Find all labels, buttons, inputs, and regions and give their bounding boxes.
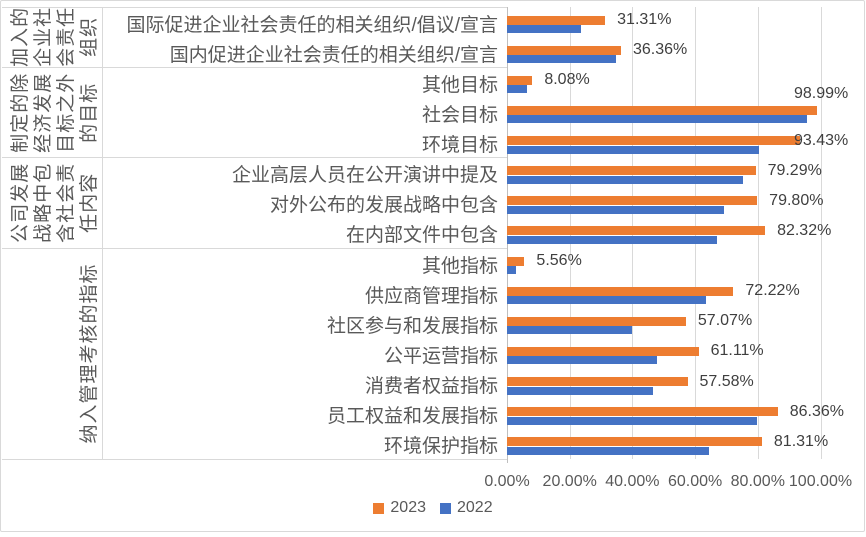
group-separator-line	[2, 157, 507, 159]
group-label-2: 公司发展 战略中包 含社会责 任内容	[9, 158, 101, 248]
group-label-0: 加入的 企业社 会责任 组织	[9, 7, 101, 67]
category-label: 员工权益和发展指标	[326, 406, 498, 428]
data-label: 57.58%	[699, 372, 754, 390]
bar-2023[interactable]	[507, 377, 688, 387]
category-label: 供应商管理指标	[364, 285, 498, 307]
bar-2022[interactable]	[507, 446, 709, 455]
group-label-line: 制定的除	[10, 72, 31, 153]
category-label: 国内促进企业社会责任的相关组织/宣言	[169, 44, 498, 66]
category-label: 其他指标	[421, 255, 498, 277]
group-label-line: 含社会责	[56, 162, 77, 243]
category-label: 对外公布的发展战略中包含	[269, 195, 498, 217]
bar-2023[interactable]	[507, 196, 758, 206]
legend-label: 2023	[390, 499, 426, 516]
legend-swatch-icon	[373, 502, 385, 514]
bar-2023[interactable]	[507, 226, 766, 236]
data-label: 31.31%	[617, 11, 672, 28]
x-axis-tick-label: 60.00%	[667, 473, 723, 490]
category-label: 环境目标	[421, 135, 498, 157]
bar-2022[interactable]	[507, 235, 718, 244]
category-label: 社会目标	[421, 104, 498, 126]
category-label: 其他目标	[421, 74, 498, 96]
group-label-3: 纳入管理考核的指标	[78, 248, 101, 459]
bar-2022[interactable]	[507, 356, 657, 365]
legend-swatch-icon	[440, 502, 451, 514]
legend-label: 2022	[457, 499, 493, 516]
data-label: 86.36%	[789, 402, 844, 420]
category-label: 社区参与和发展指标	[326, 315, 498, 337]
group-label-line: 会责任	[56, 7, 77, 68]
x-axis-tick-label: 20.00%	[542, 473, 597, 490]
x-axis-tick-label: 40.00%	[605, 473, 660, 490]
bar-2022[interactable]	[507, 55, 617, 64]
group-label-line: 加入的	[10, 7, 31, 68]
bar-2022[interactable]	[507, 175, 744, 184]
bar-2023[interactable]	[507, 437, 762, 447]
bar-2022[interactable]	[507, 296, 706, 305]
group-label-line: 目标之外	[56, 72, 77, 153]
category-label: 国际促进企业社会责任的相关组织/倡议/宣言	[126, 14, 498, 36]
group-separator-line	[2, 6, 507, 8]
category-label: 在内部文件中包含	[345, 225, 498, 247]
bar-2022[interactable]	[507, 386, 653, 395]
data-label: 5.56%	[536, 252, 582, 270]
group-label-line: 的目标	[79, 82, 100, 143]
category-label: 消费者权益指标	[364, 376, 498, 398]
x-axis-tick-label: 80.00%	[730, 473, 785, 490]
bar-2023[interactable]	[507, 45, 621, 55]
group-label-line: 战略中包	[33, 162, 54, 243]
data-label: 72.22%	[745, 282, 800, 300]
data-label: 98.99%	[794, 85, 849, 103]
x-axis-tick-label: 100.00%	[788, 473, 853, 490]
x-axis-tick-label: 0.00%	[484, 473, 530, 490]
bar-2023[interactable]	[507, 15, 606, 25]
bar-2023[interactable]	[507, 316, 686, 326]
group-label-line: 纳入管理考核的指标	[79, 263, 100, 444]
group-separator-line	[2, 66, 507, 68]
data-label: 36.36%	[632, 41, 688, 59]
bar-2022[interactable]	[507, 85, 528, 94]
bar-2023[interactable]	[507, 105, 818, 115]
data-label: 61.11%	[710, 342, 764, 360]
data-label: 82.32%	[777, 221, 832, 239]
category-label: 环境保护指标	[383, 436, 498, 458]
group-label-line: 组织	[79, 17, 100, 58]
tier-separator-line	[102, 7, 103, 459]
group-label-line: 企业社	[33, 7, 54, 68]
legend: 2023 2022	[0, 499, 866, 517]
bar-2023[interactable]	[507, 75, 533, 85]
bar-2023[interactable]	[507, 166, 756, 176]
bar-2022[interactable]	[507, 115, 807, 124]
group-label-1: 制定的除 经济发展 目标之外 的目标	[9, 67, 101, 157]
bar-2023[interactable]	[507, 286, 734, 296]
data-label: 93.43%	[794, 131, 849, 149]
bar-2023[interactable]	[507, 136, 800, 146]
group-label-line: 经济发展	[33, 72, 54, 153]
legend-item-2023[interactable]: 2023	[373, 499, 426, 517]
group-separator-line	[2, 458, 507, 460]
gridline	[820, 7, 822, 459]
data-label: 81.31%	[773, 432, 829, 450]
data-label: 8.08%	[544, 71, 590, 89]
bar-2022[interactable]	[507, 25, 581, 33]
bar-2023[interactable]	[507, 346, 699, 356]
bar-2022[interactable]	[507, 145, 760, 154]
bar-2022[interactable]	[507, 205, 724, 214]
group-label-line: 任内容	[79, 172, 100, 233]
bar-2023[interactable]	[507, 256, 525, 266]
bar-2022[interactable]	[507, 416, 758, 425]
data-label: 79.80%	[769, 191, 824, 209]
legend-item-2022[interactable]: 2022	[440, 499, 493, 517]
group-label-line: 公司发展	[10, 162, 31, 243]
bar-2023[interactable]	[507, 407, 778, 417]
category-label: 公平运营指标	[383, 346, 498, 368]
bar-2022[interactable]	[507, 266, 517, 275]
category-label: 企业高层人员在公开演讲中提及	[231, 165, 498, 187]
data-label: 57.07%	[697, 312, 753, 330]
group-separator-line	[2, 247, 507, 249]
data-label: 79.29%	[767, 161, 822, 179]
bar-2022[interactable]	[507, 326, 633, 335]
